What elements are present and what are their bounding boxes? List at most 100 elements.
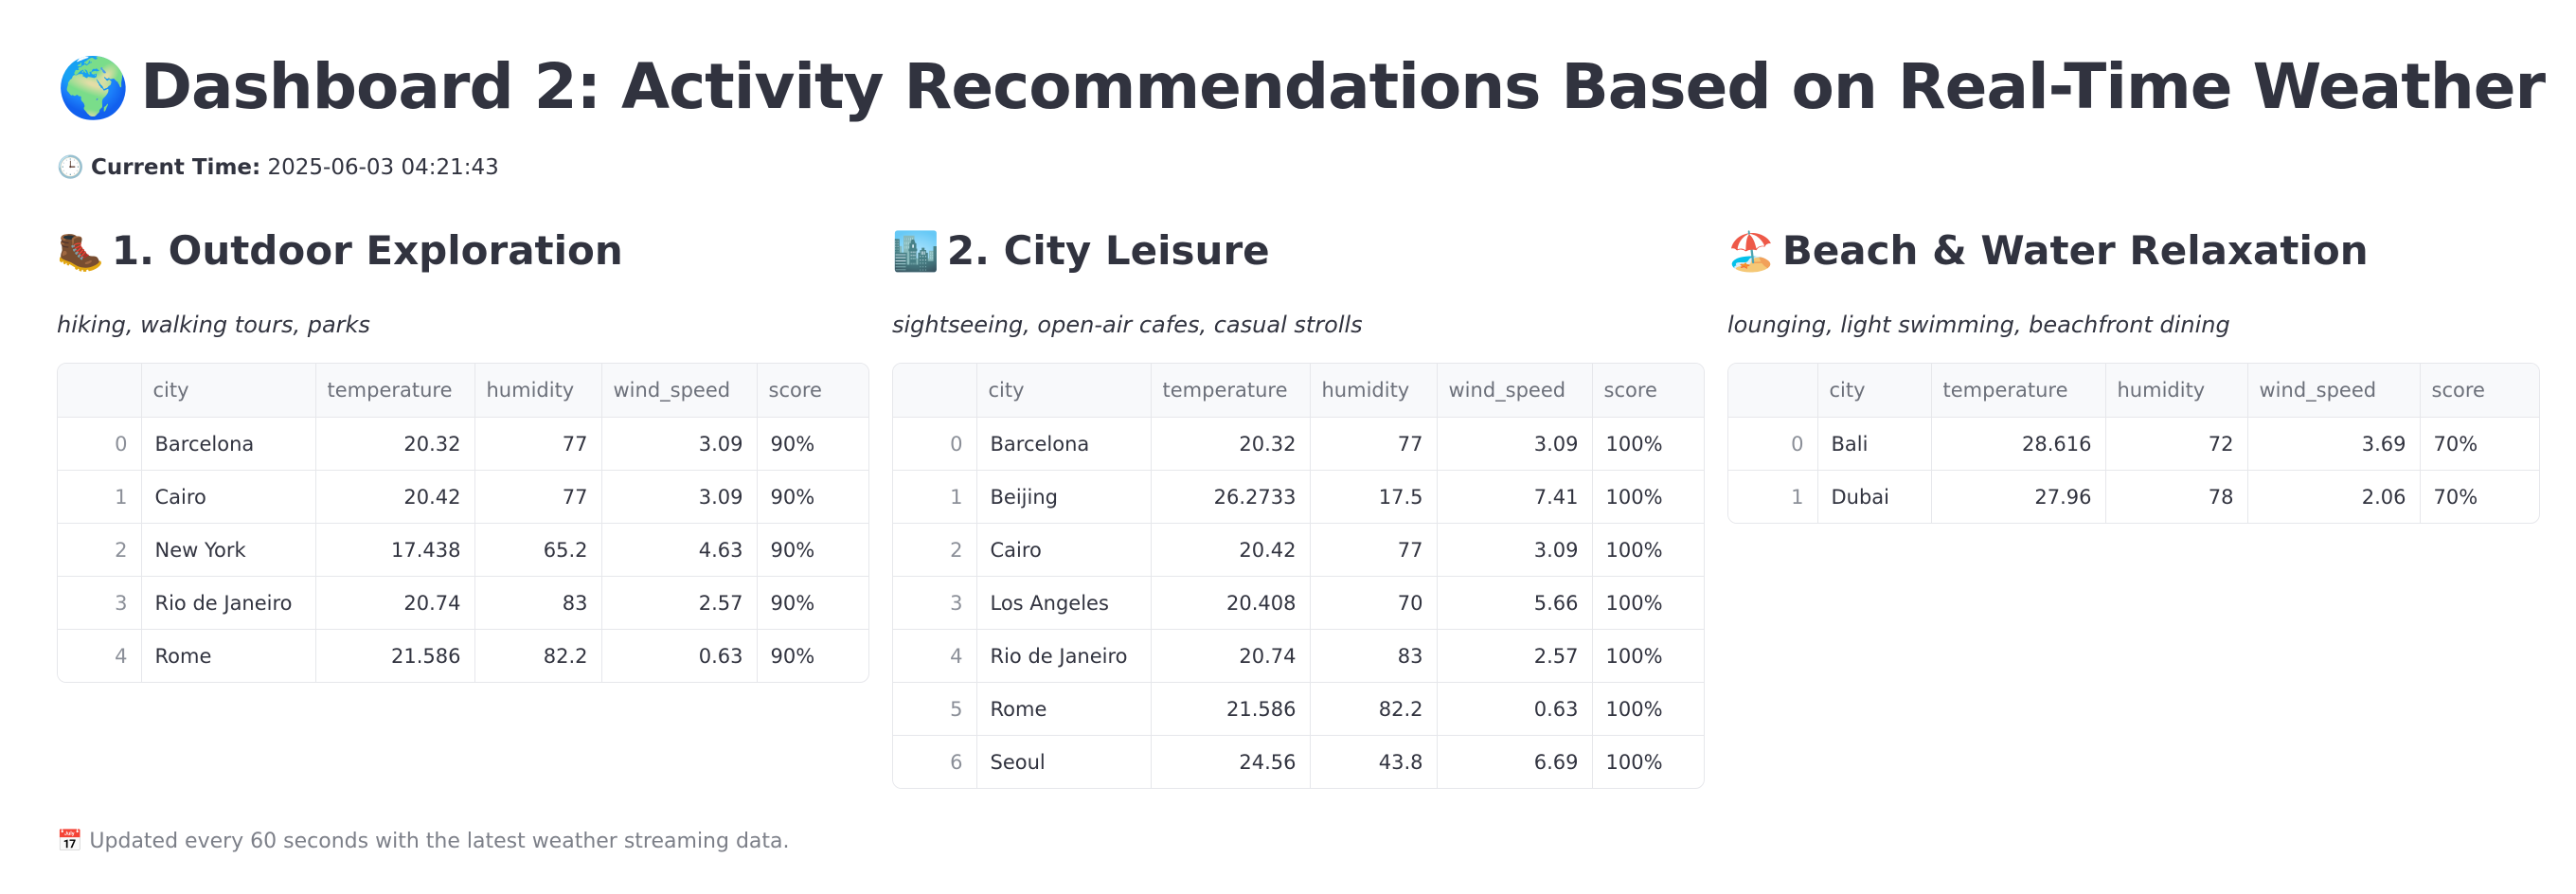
cell-score[interactable]: 100% [1592,417,1704,471]
cell-score[interactable]: 90% [757,576,868,630]
cell-city[interactable]: Rome [976,682,1152,736]
column-header-index[interactable] [893,364,977,418]
cell-wind-speed[interactable]: 3.69 [2247,417,2421,471]
cell-humidity[interactable]: 77 [1310,417,1438,471]
table-row[interactable]: 4 Rio de Janeiro 20.74 83 2.57 100% [893,629,1704,683]
cell-score[interactable]: 100% [1592,576,1704,630]
column-header-humidity[interactable]: humidity [1310,364,1438,418]
cell-temperature[interactable]: 20.74 [315,576,475,630]
cell-temperature[interactable]: 20.32 [1151,417,1311,471]
cell-city[interactable]: Barcelona [141,417,316,471]
cell-wind-speed[interactable]: 6.69 [1437,735,1593,788]
cell-score[interactable]: 100% [1592,523,1704,577]
cell-index[interactable]: 0 [58,417,142,471]
cell-wind-speed[interactable]: 3.09 [1437,417,1593,471]
column-header-wind-speed[interactable]: wind_speed [601,364,758,418]
table-row[interactable]: 0 Barcelona 20.32 77 3.09 90% [58,417,868,471]
table-row[interactable]: 0 Bali 28.616 72 3.69 70% [1728,417,2539,471]
beach-water-relaxation-table[interactable]: city temperature humidity wind_speed score 0… [1727,363,2540,524]
column-header-wind-speed[interactable]: wind_speed [1437,364,1593,418]
cell-humidity[interactable]: 77 [1310,523,1438,577]
table-row[interactable]: 4 Rome 21.586 82.2 0.63 90% [58,629,868,682]
cell-city[interactable]: Dubai [1817,470,1932,523]
column-header-wind-speed[interactable]: wind_speed [2247,364,2421,418]
cell-index[interactable]: 1 [1728,470,1818,523]
cell-humidity[interactable]: 17.5 [1310,470,1438,524]
cell-score[interactable]: 90% [757,523,868,577]
cell-temperature[interactable]: 20.42 [315,470,475,524]
city-leisure-table[interactable]: city temperature humidity wind_speed score 0… [892,363,1705,789]
cell-temperature[interactable]: 28.616 [1931,417,2106,471]
table-row[interactable]: 3 Los Angeles 20.408 70 5.66 100% [893,576,1704,630]
cell-city[interactable]: Cairo [976,523,1152,577]
cell-wind-speed[interactable]: 3.09 [601,417,758,471]
table-row[interactable]: 5 Rome 21.586 82.2 0.63 100% [893,682,1704,736]
table-row[interactable]: 2 New York 17.438 65.2 4.63 90% [58,523,868,577]
cell-index[interactable]: 2 [893,523,977,577]
cell-index[interactable]: 3 [893,576,977,630]
cell-humidity[interactable]: 82.2 [474,629,602,682]
column-header-humidity[interactable]: humidity [474,364,602,418]
cell-index[interactable]: 5 [893,682,977,736]
cell-humidity[interactable]: 77 [474,417,602,471]
outdoor-exploration-table[interactable]: city temperature humidity wind_speed score 0… [57,363,869,683]
cell-city[interactable]: Bali [1817,417,1932,471]
cell-humidity[interactable]: 43.8 [1310,735,1438,788]
cell-temperature[interactable]: 20.42 [1151,523,1311,577]
column-header-index[interactable] [1728,364,1818,418]
cell-wind-speed[interactable]: 3.09 [601,470,758,524]
column-header-city[interactable]: city [1817,364,1932,418]
cell-temperature[interactable]: 20.32 [315,417,475,471]
cell-temperature[interactable]: 24.56 [1151,735,1311,788]
cell-score[interactable]: 70% [2433,485,2478,509]
cell-humidity[interactable]: 82.2 [1310,682,1438,736]
cell-score[interactable]: 100% [1592,629,1704,683]
cell-temperature[interactable]: 21.586 [1151,682,1311,736]
column-header-score[interactable]: score [1592,364,1704,418]
cell-city[interactable]: Rio de Janeiro [141,576,316,630]
column-header-temperature[interactable]: temperature [1151,364,1311,418]
cell-temperature[interactable]: 17.438 [315,523,475,577]
cell-humidity[interactable]: 70 [1310,576,1438,630]
cell-temperature[interactable]: 26.2733 [1151,470,1311,524]
cell-wind-speed[interactable]: 0.63 [1437,682,1593,736]
cell-temperature[interactable]: 20.74 [1151,629,1311,683]
cell-temperature[interactable]: 20.408 [1151,576,1311,630]
cell-humidity[interactable]: 77 [474,470,602,524]
column-header-index[interactable] [58,364,142,418]
cell-wind-speed[interactable]: 2.57 [601,576,758,630]
table-row[interactable]: 1 Cairo 20.42 77 3.09 90% [58,470,868,524]
cell-wind-speed[interactable]: 2.06 [2247,470,2421,523]
cell-index[interactable]: 1 [58,470,142,524]
cell-score[interactable]: 70% [2420,417,2539,471]
column-header-temperature[interactable]: temperature [315,364,475,418]
table-row[interactable]: 3 Rio de Janeiro 20.74 83 2.57 90% [58,576,868,630]
cell-wind-speed[interactable]: 4.63 [601,523,758,577]
cell-wind-speed[interactable]: 3.09 [1437,523,1593,577]
cell-score[interactable]: 100% [1592,682,1704,736]
cell-wind-speed[interactable]: 5.66 [1437,576,1593,630]
column-header-humidity[interactable]: humidity [2105,364,2248,418]
cell-index[interactable]: 2 [58,523,142,577]
column-header-city[interactable]: city [141,364,316,418]
column-header-score[interactable]: score [757,364,868,418]
cell-humidity[interactable]: 78 [2105,470,2248,523]
cell-score[interactable]: 90% [757,417,868,471]
cell-city[interactable]: Cairo [141,470,316,524]
cell-index[interactable]: 0 [893,417,977,471]
table-row[interactable]: 1 Beijing 26.2733 17.5 7.41 100% [893,470,1704,524]
cell-city[interactable]: Rome [141,629,316,682]
cell-humidity[interactable]: 72 [2105,417,2248,471]
cell-index[interactable]: 4 [893,629,977,683]
cell-city[interactable]: Los Angeles [976,576,1152,630]
cell-wind-speed[interactable]: 0.63 [601,629,758,682]
cell-score[interactable]: 90% [770,644,815,668]
cell-city[interactable]: Rio de Janeiro [976,629,1152,683]
cell-humidity[interactable]: 83 [474,576,602,630]
column-header-temperature[interactable]: temperature [1931,364,2106,418]
cell-city[interactable]: Seoul [976,735,1152,788]
table-row[interactable]: 0 Barcelona 20.32 77 3.09 100% [893,417,1704,471]
cell-index[interactable]: 1 [893,470,977,524]
cell-humidity[interactable]: 83 [1310,629,1438,683]
cell-index[interactable]: 0 [1728,417,1818,471]
